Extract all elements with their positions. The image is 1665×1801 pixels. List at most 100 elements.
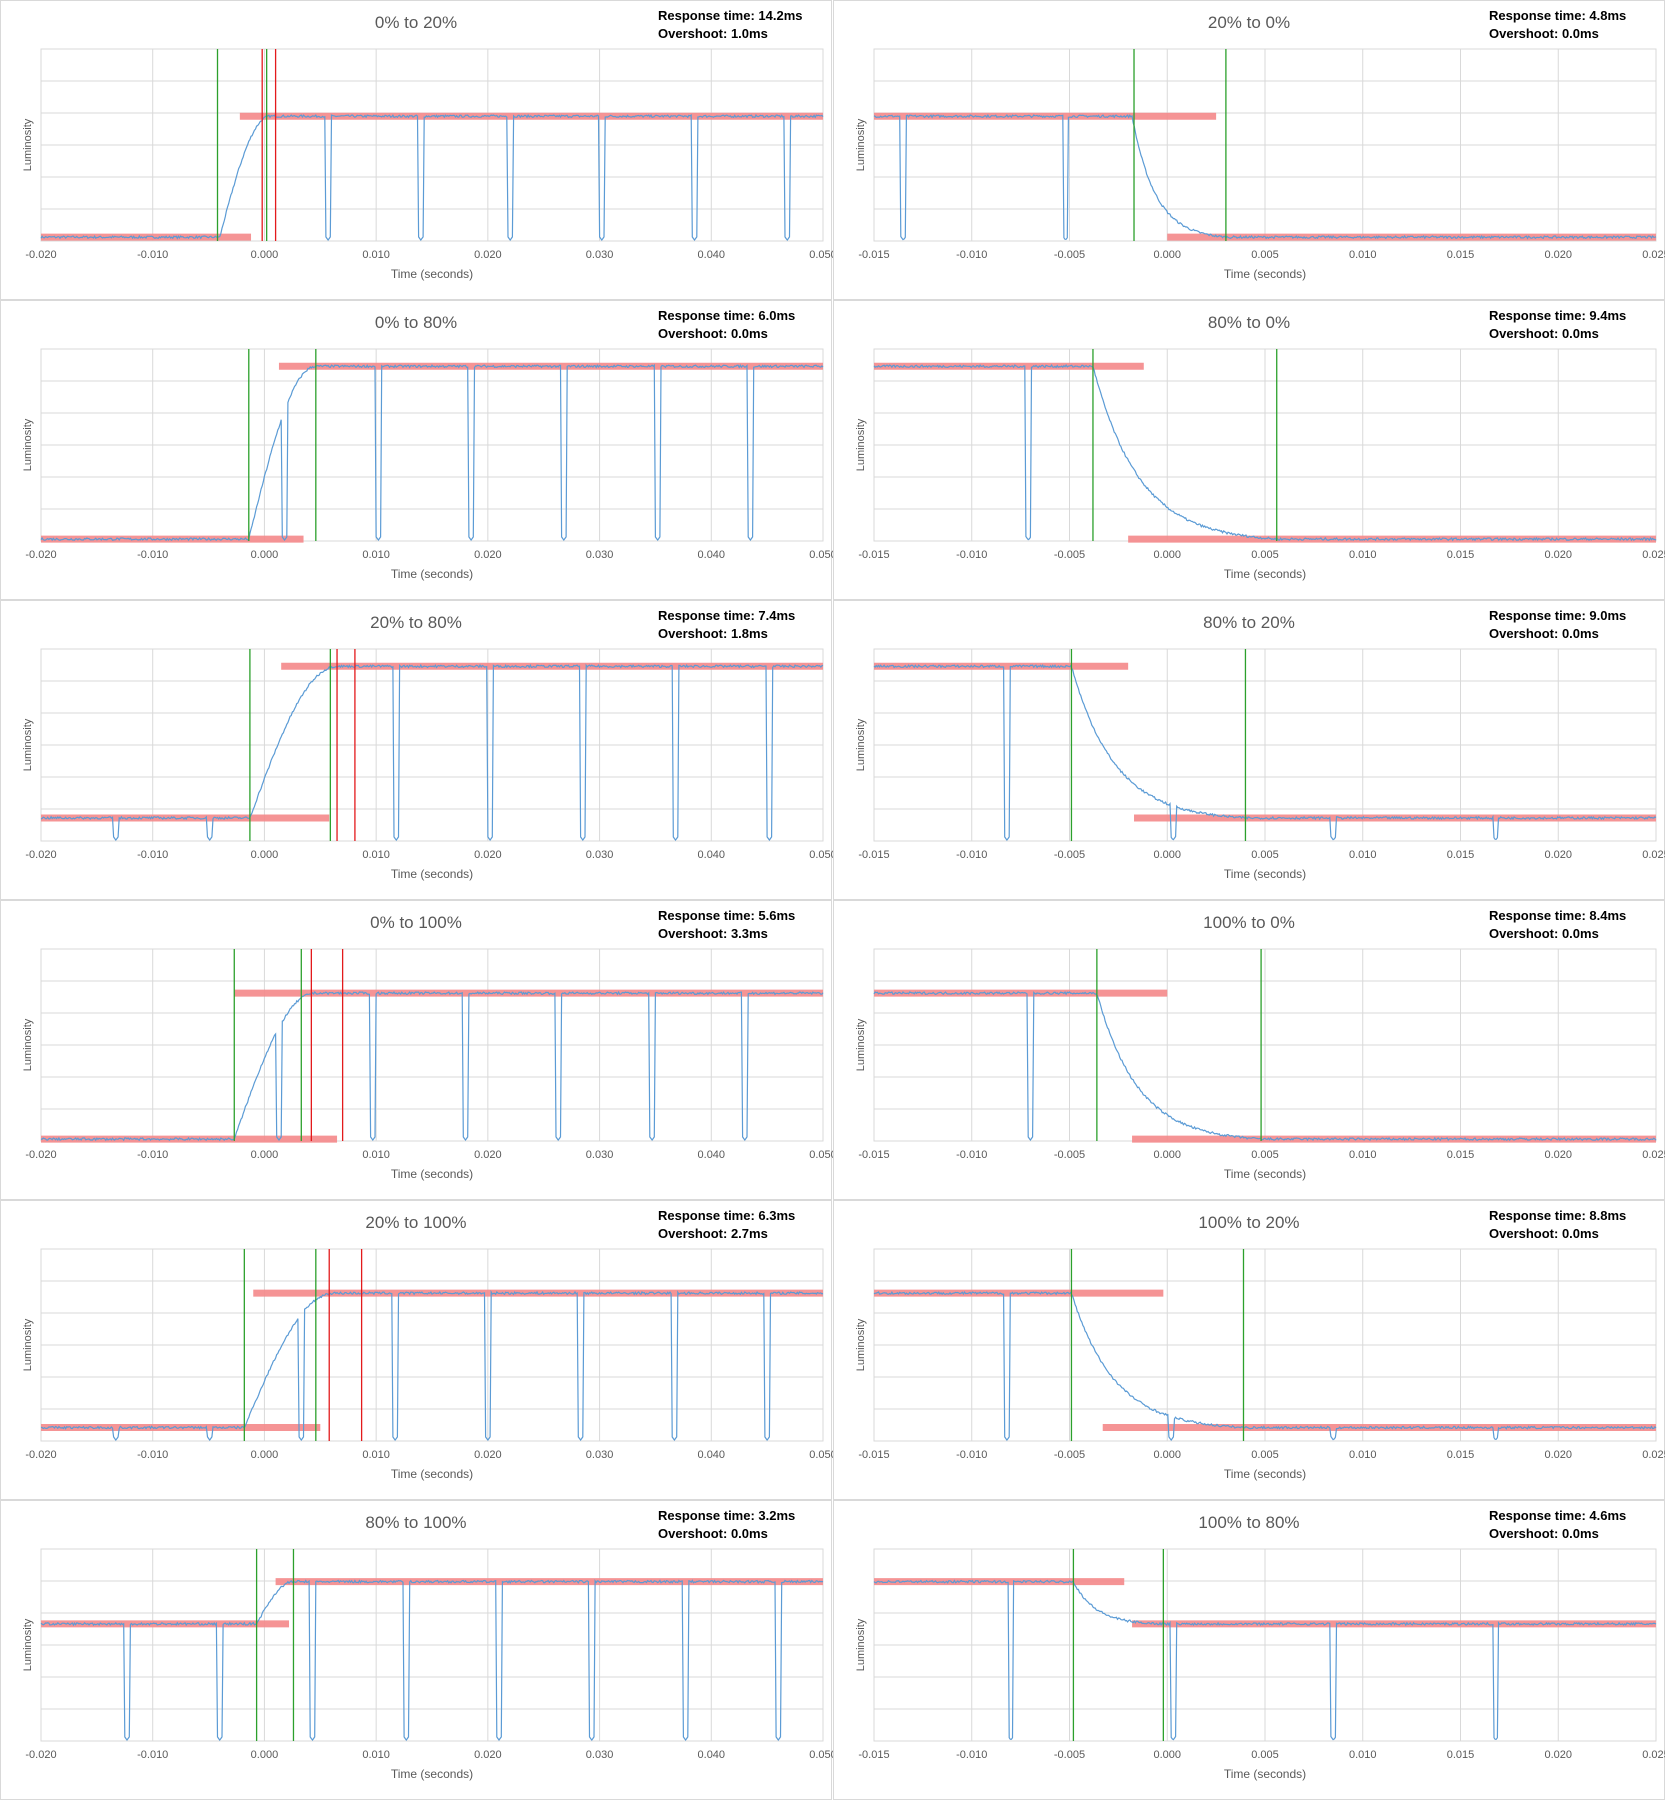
y-axis-label: Luminosity [22,1318,34,1371]
x-tick-label: 0.025 [1642,849,1665,861]
x-tick-label: -0.020 [25,1149,56,1161]
x-tick-label: 0.005 [1251,1449,1279,1461]
x-tick-label: 0.015 [1447,849,1475,861]
plot-area [40,1548,824,1742]
plot-area [873,1548,1657,1742]
chart-svg: -0.020 -0.010 0.000 0.010 0.020 0.030 0.040 0.0… [22,48,833,281]
x-tick-label: 0.030 [586,1449,614,1461]
x-tick-label: -0.010 [137,849,168,861]
y-axis-label: Luminosity [22,418,34,471]
x-tick-label: -0.010 [956,1749,987,1761]
luminosity-trace [40,113,824,242]
x-tick-label: 0.000 [1153,1149,1181,1161]
x-tick-label: -0.010 [137,549,168,561]
x-tick-label: 0.000 [1153,549,1181,561]
x-tick-label: 0.025 [1642,249,1665,261]
x-tick-label: 0.020 [1544,1449,1572,1461]
chart-panel: -0.020 -0.010 0.000 0.010 0.020 0.030 0.040 0.0… [0,900,833,1200]
y-axis-label: Luminosity [855,418,867,471]
x-axis-label: Time (seconds) [391,267,473,281]
x-tick-label: -0.010 [956,1149,987,1161]
x-axis-label: Time (seconds) [391,1167,473,1181]
chart-svg: -0.020 -0.010 0.000 0.010 0.020 0.030 0.040 0.0… [22,348,833,581]
x-tick-label: 0.010 [1349,1149,1377,1161]
chart-panel: -0.015 -0.010 -0.005 0.000 0.005 0.010 0.015 0.… [833,1200,1665,1500]
x-tick-label: 0.050 [809,1449,833,1461]
x-tick-label: -0.010 [137,1149,168,1161]
x-tick-label: 0.040 [698,549,726,561]
chart-svg: -0.015 -0.010 -0.005 0.000 0.005 0.010 0.015 0.… [855,1248,1665,1481]
x-tick-label: 0.030 [586,249,614,261]
x-tick-label: 0.025 [1642,1449,1665,1461]
x-tick-label: 0.015 [1447,1749,1475,1761]
x-tick-label: -0.020 [25,849,56,861]
x-tick-label: 0.050 [809,1749,833,1761]
y-axis-label: Luminosity [22,118,34,171]
x-tick-label: 0.050 [809,1149,833,1161]
x-tick-label: 0.030 [586,549,614,561]
y-axis-label: Luminosity [855,1618,867,1671]
x-axis-label: Time (seconds) [1224,1767,1306,1781]
x-tick-label: -0.005 [1054,249,1085,261]
x-tick-label: -0.005 [1054,849,1085,861]
plot-area [40,648,824,842]
x-tick-label: 0.020 [474,1449,502,1461]
x-tick-label: 0.015 [1447,249,1475,261]
x-tick-label: 0.020 [474,549,502,561]
x-tick-label: 0.020 [474,1749,502,1761]
x-tick-label: 0.015 [1447,549,1475,561]
x-tick-label: -0.010 [956,1449,987,1461]
x-tick-label: -0.015 [858,849,889,861]
x-tick-label: 0.020 [1544,549,1572,561]
x-tick-label: 0.010 [362,1149,390,1161]
x-tick-label: -0.010 [956,549,987,561]
chart-svg: -0.020 -0.010 0.000 0.010 0.020 0.030 0.040 0.0… [22,1548,833,1781]
x-tick-label: -0.010 [956,849,987,861]
x-tick-label: 0.000 [251,549,279,561]
y-axis-label: Luminosity [855,1018,867,1071]
chart-svg: -0.015 -0.010 -0.005 0.000 0.005 0.010 0.015 0.… [855,348,1665,581]
luminosity-trace [873,664,1657,841]
y-axis-label: Luminosity [855,118,867,171]
x-tick-label: 0.040 [698,1449,726,1461]
luminosity-trace [40,663,824,842]
x-tick-label: 0.010 [1349,549,1377,561]
luminosity-trace [873,113,1657,241]
x-axis-label: Time (seconds) [1224,1167,1306,1181]
chart-panel: -0.020 -0.010 0.000 0.010 0.020 0.030 0.040 0.0… [0,0,833,300]
x-tick-label: 0.050 [809,849,833,861]
chart-panel: -0.020 -0.010 0.000 0.010 0.020 0.030 0.040 0.0… [0,300,833,600]
x-tick-label: 0.000 [251,1149,279,1161]
x-tick-label: 0.010 [1349,849,1377,861]
x-tick-label: -0.010 [137,249,168,261]
x-tick-label: 0.020 [1544,249,1572,261]
x-axis-label: Time (seconds) [1224,1467,1306,1481]
x-tick-label: 0.010 [1349,1449,1377,1461]
x-axis-label: Time (seconds) [391,1467,473,1481]
x-tick-label: 0.005 [1251,1149,1279,1161]
x-tick-label: 0.000 [1153,849,1181,861]
x-tick-label: -0.020 [25,1449,56,1461]
x-tick-label: 0.015 [1447,1149,1475,1161]
chart-svg: -0.020 -0.010 0.000 0.010 0.020 0.030 0.040 0.0… [22,948,833,1181]
luminosity-trace [40,990,824,1142]
x-tick-label: 0.020 [1544,1149,1572,1161]
x-axis-label: Time (seconds) [1224,267,1306,281]
x-tick-label: 0.020 [1544,849,1572,861]
x-tick-label: -0.020 [25,249,56,261]
x-tick-label: -0.020 [25,549,56,561]
chart-svg: -0.015 -0.010 -0.005 0.000 0.005 0.010 0.015 0.… [855,1548,1665,1781]
plot-area [40,948,824,1142]
chart-panel: -0.020 -0.010 0.000 0.010 0.020 0.030 0.040 0.0… [0,600,833,900]
luminosity-trace [873,1291,1657,1441]
luminosity-trace [40,1578,824,1742]
x-tick-label: 0.025 [1642,1749,1665,1761]
x-tick-label: -0.005 [1054,1149,1085,1161]
y-axis-label: Luminosity [855,718,867,771]
x-axis-label: Time (seconds) [391,1767,473,1781]
plot-area [873,648,1657,842]
x-tick-label: 0.030 [586,1749,614,1761]
luminosity-trace [40,1289,824,1442]
x-tick-label: 0.000 [251,849,279,861]
plot-area [873,48,1657,242]
